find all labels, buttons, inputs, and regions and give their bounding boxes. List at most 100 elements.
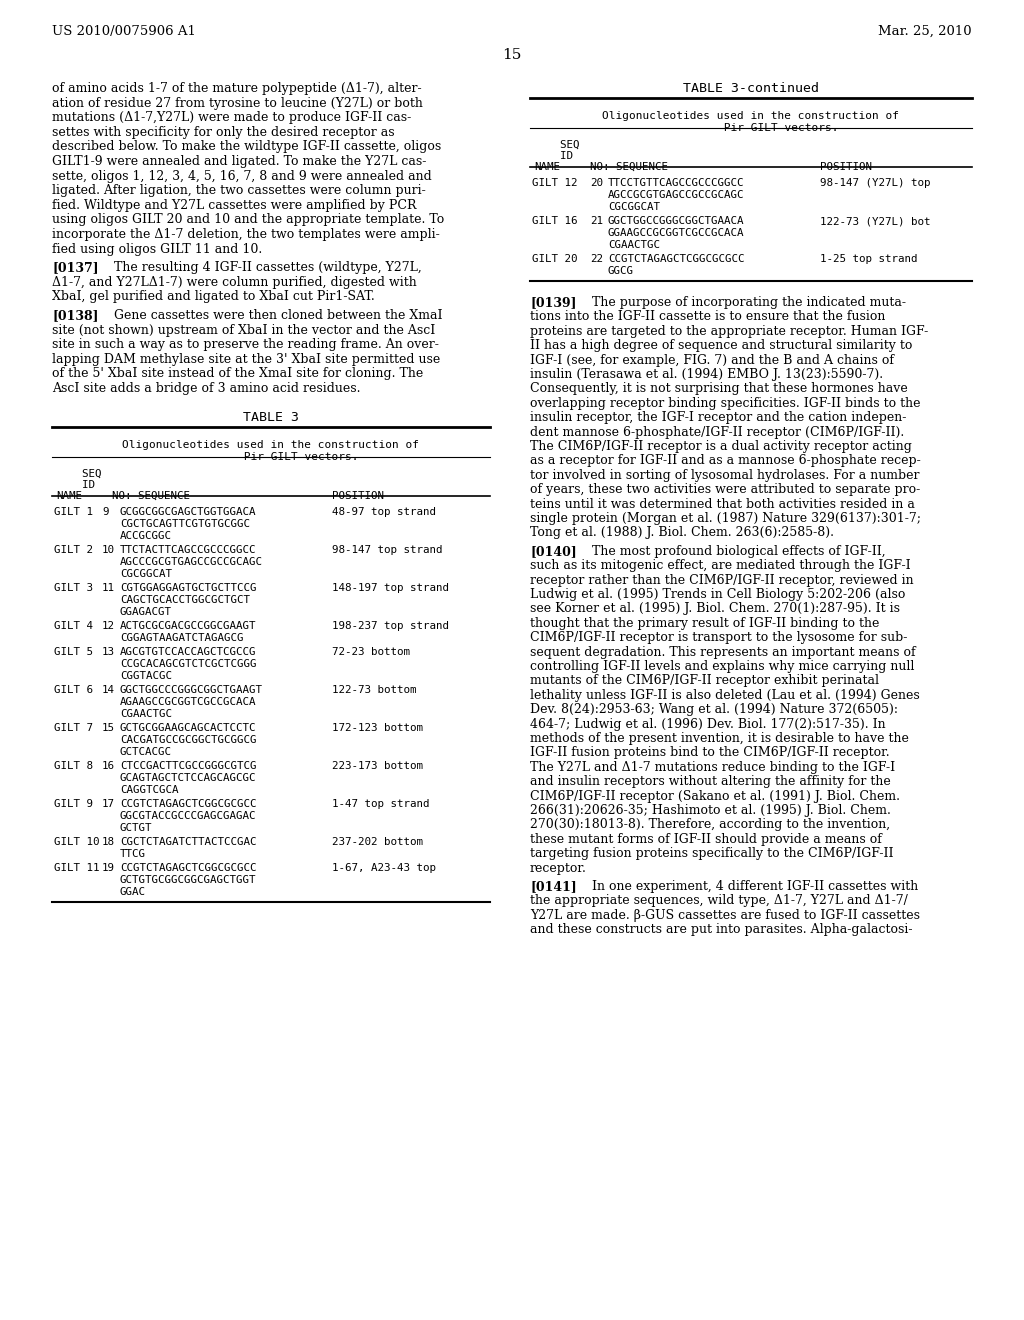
Text: II has a high degree of sequence and structural similarity to: II has a high degree of sequence and str… xyxy=(530,339,912,352)
Text: GGAC: GGAC xyxy=(120,887,146,896)
Text: NAME: NAME xyxy=(56,491,82,500)
Text: AGCCGCGTGAGCCGCCGCAGC: AGCCGCGTGAGCCGCCGCAGC xyxy=(608,190,744,201)
Text: GILT1-9 were annealed and ligated. To make the Y27L cas-: GILT1-9 were annealed and ligated. To ma… xyxy=(52,154,426,168)
Text: tor involved in sorting of lysosomal hydrolases. For a number: tor involved in sorting of lysosomal hyd… xyxy=(530,469,920,482)
Text: Tong et al. (1988) J. Biol. Chem. 263(6):2585-8).: Tong et al. (1988) J. Biol. Chem. 263(6)… xyxy=(530,527,834,540)
Text: 464-7; Ludwig et al. (1996) Dev. Biol. 177(2):517-35). In: 464-7; Ludwig et al. (1996) Dev. Biol. 1… xyxy=(530,718,886,730)
Text: and these constructs are put into parasites. Alpha-galactosi-: and these constructs are put into parasi… xyxy=(530,923,912,936)
Text: GGCG: GGCG xyxy=(608,267,634,276)
Text: [0138]: [0138] xyxy=(52,309,98,322)
Text: lethality unless IGF-II is also deleted (Lau et al. (1994) Genes: lethality unless IGF-II is also deleted … xyxy=(530,689,920,702)
Text: CCGCACAGCGTCTCGCTCGGG: CCGCACAGCGTCTCGCTCGGG xyxy=(120,659,256,669)
Text: Pir-GILT vectors.: Pir-GILT vectors. xyxy=(183,451,358,462)
Text: insulin receptor, the IGF-I receptor and the cation indepen-: insulin receptor, the IGF-I receptor and… xyxy=(530,412,906,424)
Text: CAGGTCGCA: CAGGTCGCA xyxy=(120,784,178,795)
Text: TTCTACTTCAGCCGCCCGGCC: TTCTACTTCAGCCGCCCGGCC xyxy=(120,545,256,554)
Text: TTCCTGTTCAGCCGCCCGGCC: TTCCTGTTCAGCCGCCCGGCC xyxy=(608,178,744,187)
Text: receptor.: receptor. xyxy=(530,862,587,875)
Text: of the 5' XbaI site instead of the XmaI site for cloning. The: of the 5' XbaI site instead of the XmaI … xyxy=(52,367,423,380)
Text: GILT 1: GILT 1 xyxy=(54,507,93,516)
Text: settes with specificity for only the desired receptor as: settes with specificity for only the des… xyxy=(52,125,394,139)
Text: Oligonucleotides used in the construction of: Oligonucleotides used in the constructio… xyxy=(123,440,420,450)
Text: teins until it was determined that both activities resided in a: teins until it was determined that both … xyxy=(530,498,914,511)
Text: and insulin receptors without altering the affinity for the: and insulin receptors without altering t… xyxy=(530,775,891,788)
Text: AGCCCGCGTGAGCCGCCGCAGC: AGCCCGCGTGAGCCGCCGCAGC xyxy=(120,557,263,566)
Text: 223-173 bottom: 223-173 bottom xyxy=(332,760,423,771)
Text: Gene cassettes were then cloned between the XmaI: Gene cassettes were then cloned between … xyxy=(98,309,442,322)
Text: 98-147 top strand: 98-147 top strand xyxy=(332,545,442,554)
Text: 270(30):18013-8). Therefore, according to the invention,: 270(30):18013-8). Therefore, according t… xyxy=(530,818,890,832)
Text: CCGTCTAGAGCTCGGCGCGCC: CCGTCTAGAGCTCGGCGCGCC xyxy=(608,253,744,264)
Text: The resulting 4 IGF-II cassettes (wildtype, Y27L,: The resulting 4 IGF-II cassettes (wildty… xyxy=(98,261,422,275)
Text: methods of the present invention, it is desirable to have the: methods of the present invention, it is … xyxy=(530,733,909,744)
Text: ation of residue 27 from tyrosine to leucine (Y27L) or both: ation of residue 27 from tyrosine to leu… xyxy=(52,96,423,110)
Text: CAGCTGCACCTGGCGCTGCT: CAGCTGCACCTGGCGCTGCT xyxy=(120,594,250,605)
Text: CCGTCTAGAGCTCGGCGCGCC: CCGTCTAGAGCTCGGCGCGCC xyxy=(120,862,256,873)
Text: CGCGGCAT: CGCGGCAT xyxy=(120,569,172,578)
Text: 1-47 top strand: 1-47 top strand xyxy=(332,799,429,809)
Text: GILT 12: GILT 12 xyxy=(532,178,578,187)
Text: incorporate the Δ1-7 deletion, the two templates were ampli-: incorporate the Δ1-7 deletion, the two t… xyxy=(52,228,439,242)
Text: dent mannose 6-phosphate/IGF-II receptor (CIM6P/IGF-II).: dent mannose 6-phosphate/IGF-II receptor… xyxy=(530,425,904,438)
Text: sequent degradation. This represents an important means of: sequent degradation. This represents an … xyxy=(530,645,915,659)
Text: [0139]: [0139] xyxy=(530,296,577,309)
Text: SEQ: SEQ xyxy=(534,140,580,150)
Text: proteins are targeted to the appropriate receptor. Human IGF-: proteins are targeted to the appropriate… xyxy=(530,325,928,338)
Text: [0141]: [0141] xyxy=(530,880,577,894)
Text: Ludwig et al. (1995) Trends in Cell Biology 5:202-206 (also: Ludwig et al. (1995) Trends in Cell Biol… xyxy=(530,587,905,601)
Text: these mutant forms of IGF-II should provide a means of: these mutant forms of IGF-II should prov… xyxy=(530,833,882,846)
Text: tions into the IGF-II cassette is to ensure that the fusion: tions into the IGF-II cassette is to ens… xyxy=(530,310,886,323)
Text: 1-25 top strand: 1-25 top strand xyxy=(820,253,918,264)
Text: 72-23 bottom: 72-23 bottom xyxy=(332,647,410,656)
Text: of years, these two activities were attributed to separate pro-: of years, these two activities were attr… xyxy=(530,483,921,496)
Text: XbaI, gel purified and ligated to XbaI cut Pir1-SAT.: XbaI, gel purified and ligated to XbaI c… xyxy=(52,290,375,304)
Text: SEQ: SEQ xyxy=(56,469,101,479)
Text: GCTCACGC: GCTCACGC xyxy=(120,747,172,756)
Text: 198-237 top strand: 198-237 top strand xyxy=(332,620,449,631)
Text: CTCCGACTTCGCCGGGCGTCG: CTCCGACTTCGCCGGGCGTCG xyxy=(120,760,256,771)
Text: US 2010/0075906 A1: US 2010/0075906 A1 xyxy=(52,25,196,38)
Text: GCTGTGCGGCGGCGAGCTGGT: GCTGTGCGGCGGCGAGCTGGT xyxy=(120,875,256,884)
Text: GILT 6: GILT 6 xyxy=(54,685,93,694)
Text: 1-67, A23-43 top: 1-67, A23-43 top xyxy=(332,862,436,873)
Text: site (not shown) upstream of XbaI in the vector and the AscI: site (not shown) upstream of XbaI in the… xyxy=(52,323,435,337)
Text: 13: 13 xyxy=(102,647,115,656)
Text: site in such a way as to preserve the reading frame. An over-: site in such a way as to preserve the re… xyxy=(52,338,439,351)
Text: CGTGGAGGAGTGCTGCTTCCG: CGTGGAGGAGTGCTGCTTCCG xyxy=(120,582,256,593)
Text: The CIM6P/IGF-II receptor is a dual activity receptor acting: The CIM6P/IGF-II receptor is a dual acti… xyxy=(530,440,912,453)
Text: NO: SEQUENCE: NO: SEQUENCE xyxy=(112,491,190,500)
Text: Dev. 8(24):2953-63; Wang et al. (1994) Nature 372(6505):: Dev. 8(24):2953-63; Wang et al. (1994) N… xyxy=(530,704,898,717)
Text: 266(31):20626-35; Hashimoto et al. (1995) J. Biol. Chem.: 266(31):20626-35; Hashimoto et al. (1995… xyxy=(530,804,891,817)
Text: In one experiment, 4 different IGF-II cassettes with: In one experiment, 4 different IGF-II ca… xyxy=(575,880,919,894)
Text: targeting fusion proteins specifically to the CIM6P/IGF-II: targeting fusion proteins specifically t… xyxy=(530,847,894,861)
Text: 22: 22 xyxy=(590,253,603,264)
Text: thought that the primary result of IGF-II binding to the: thought that the primary result of IGF-I… xyxy=(530,616,880,630)
Text: Oligonucleotides used in the construction of: Oligonucleotides used in the constructio… xyxy=(602,111,899,121)
Text: IGF-I (see, for example, FIG. 7) and the B and A chains of: IGF-I (see, for example, FIG. 7) and the… xyxy=(530,354,894,367)
Text: 17: 17 xyxy=(102,799,115,809)
Text: controlling IGF-II levels and explains why mice carrying null: controlling IGF-II levels and explains w… xyxy=(530,660,914,673)
Text: mutations (Δ1-7,Y27L) were made to produce IGF-II cas-: mutations (Δ1-7,Y27L) were made to produ… xyxy=(52,111,412,124)
Text: Δ1-7, and Y27LΔ1-7) were column purified, digested with: Δ1-7, and Y27LΔ1-7) were column purified… xyxy=(52,276,417,289)
Text: CACGATGCCGCGGCTGCGGCG: CACGATGCCGCGGCTGCGGCG xyxy=(120,735,256,744)
Text: Y27L are made. β-GUS cassettes are fused to IGF-II cassettes: Y27L are made. β-GUS cassettes are fused… xyxy=(530,908,920,921)
Text: POSITION: POSITION xyxy=(332,491,384,500)
Text: 172-123 bottom: 172-123 bottom xyxy=(332,722,423,733)
Text: CCGTCTAGAGCTCGGCGCGCC: CCGTCTAGAGCTCGGCGCGCC xyxy=(120,799,256,809)
Text: GILT 7: GILT 7 xyxy=(54,722,93,733)
Text: insulin (Terasawa et al. (1994) EMBO J. 13(23):5590-7).: insulin (Terasawa et al. (1994) EMBO J. … xyxy=(530,368,883,381)
Text: ACCGCGGC: ACCGCGGC xyxy=(120,531,172,541)
Text: 10: 10 xyxy=(102,545,115,554)
Text: ID: ID xyxy=(534,150,573,161)
Text: Mar. 25, 2010: Mar. 25, 2010 xyxy=(879,25,972,38)
Text: using oligos GILT 20 and 10 and the appropriate template. To: using oligos GILT 20 and 10 and the appr… xyxy=(52,214,444,227)
Text: GILT 9: GILT 9 xyxy=(54,799,93,809)
Text: sette, oligos 1, 12, 3, 4, 5, 16, 7, 8 and 9 were annealed and: sette, oligos 1, 12, 3, 4, 5, 16, 7, 8 a… xyxy=(52,169,432,182)
Text: mutants of the CIM6P/IGF-II receptor exhibit perinatal: mutants of the CIM6P/IGF-II receptor exh… xyxy=(530,675,879,688)
Text: fied. Wildtype and Y27L cassettes were amplified by PCR: fied. Wildtype and Y27L cassettes were a… xyxy=(52,199,417,211)
Text: GGCTGGCCCGGGCGGCTGAAGT: GGCTGGCCCGGGCGGCTGAAGT xyxy=(120,685,263,694)
Text: AscI site adds a bridge of 3 amino acid residues.: AscI site adds a bridge of 3 amino acid … xyxy=(52,381,360,395)
Text: as a receptor for IGF-II and as a mannose 6-phosphate recep-: as a receptor for IGF-II and as a mannos… xyxy=(530,454,921,467)
Text: CGGAGTAAGATCTAGAGCG: CGGAGTAAGATCTAGAGCG xyxy=(120,632,244,643)
Text: GILT 2: GILT 2 xyxy=(54,545,93,554)
